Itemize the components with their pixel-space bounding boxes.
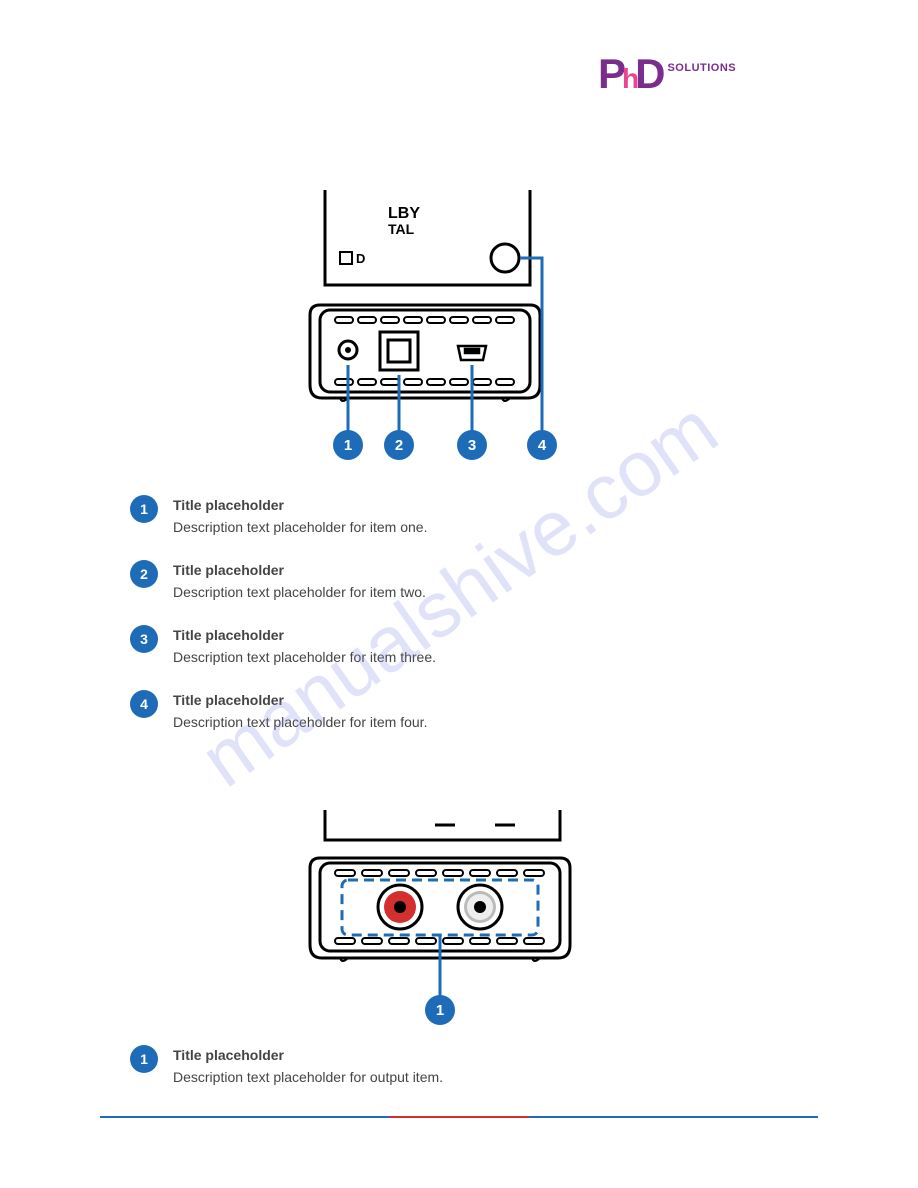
- logo-letter-d: D: [635, 50, 665, 98]
- list-item: 3 Title placeholder Description text pla…: [130, 625, 436, 667]
- list-text: Title placeholder Description text place…: [173, 560, 426, 602]
- list-bullet: 1: [130, 1045, 158, 1073]
- callout-3: 3: [457, 430, 487, 460]
- callout-1b: 1: [425, 995, 455, 1025]
- rca-jack-white: [458, 885, 502, 929]
- port-optical: [380, 332, 418, 370]
- vent-slots-bottom: [335, 379, 514, 385]
- list-text: Title placeholder Description text place…: [173, 495, 427, 537]
- list-bullet: 3: [130, 625, 158, 653]
- brand-logo: PhDSOLUTIONS: [598, 50, 838, 100]
- list-bullet: 4: [130, 690, 158, 718]
- list-bullet: 1: [130, 495, 158, 523]
- list-item: 2 Title placeholder Description text pla…: [130, 560, 426, 602]
- list-text: Title placeholder Description text place…: [173, 690, 427, 732]
- label-tal: TAL: [388, 221, 415, 237]
- diagram-input-side: LBY TAL D: [280, 190, 640, 470]
- dashed-region: [342, 880, 538, 935]
- label-lby: LBY: [388, 205, 420, 222]
- callout-1: 1: [333, 430, 363, 460]
- list-text: Title placeholder Description text place…: [173, 1045, 443, 1087]
- footer-divider: [100, 1116, 818, 1118]
- list-item: 1 Title placeholder Description text pla…: [130, 495, 427, 537]
- label-d: D: [356, 251, 365, 266]
- callout-2: 2: [384, 430, 414, 460]
- list-item: 1 Title placeholder Description text pla…: [130, 1045, 443, 1087]
- logo-solutions: SOLUTIONS: [667, 62, 736, 74]
- callout-4: 4: [527, 430, 557, 460]
- diagram-output-side: 1: [280, 810, 640, 1030]
- port-mini-usb: [458, 346, 486, 360]
- list-text: Title placeholder Description text place…: [173, 625, 436, 667]
- list-bullet: 2: [130, 560, 158, 588]
- list-item: 4 Title placeholder Description text pla…: [130, 690, 427, 732]
- vent-slots-top: [335, 317, 514, 323]
- rca-jack-red: [378, 885, 422, 929]
